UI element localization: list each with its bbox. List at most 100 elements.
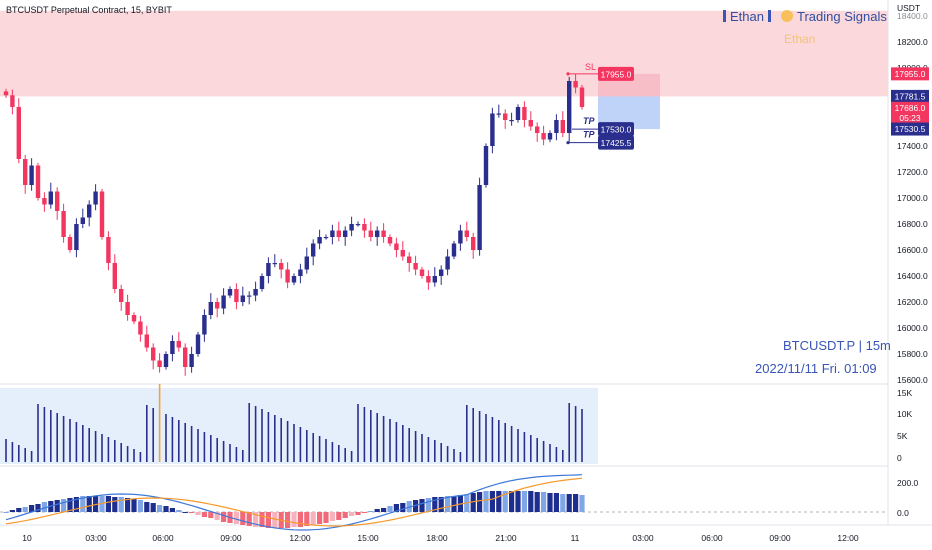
macd-histogram-bar	[413, 500, 419, 512]
candle-body	[298, 269, 303, 276]
candle-body	[29, 165, 34, 185]
macd-histogram-bar	[157, 505, 163, 512]
macd-histogram-bar	[425, 498, 431, 512]
candle-body	[221, 295, 226, 309]
candle-body	[336, 230, 341, 237]
candle-body	[67, 237, 73, 250]
macd-histogram-bar	[253, 512, 259, 527]
candle-body	[483, 146, 489, 185]
macd-histogram-bar	[233, 512, 239, 524]
candle-body	[16, 107, 21, 159]
symbol-timeframe-label: BTCUSDT.P | 15m	[783, 338, 891, 353]
time-tick-label: 12:00	[289, 533, 311, 543]
macd-histogram-bar	[419, 499, 425, 512]
candle-body	[106, 237, 111, 263]
candle-body	[272, 263, 277, 265]
axis-tp-tag: 17530.5	[895, 124, 926, 134]
macd-histogram-bar	[515, 491, 521, 512]
candle-body	[503, 113, 508, 120]
time-tick-label: 06:00	[152, 533, 174, 543]
time-tick-label: 15:00	[357, 533, 379, 543]
macd-histogram-bar	[201, 512, 207, 517]
brand-name: Ethan	[730, 9, 764, 24]
candle-body	[426, 276, 431, 283]
datetime-label: 2022/11/11 Fri. 01:09	[755, 361, 877, 376]
macd-histogram-bar	[489, 491, 495, 512]
macd-tick-label: 0.0	[897, 508, 909, 518]
candle-body	[266, 263, 271, 276]
candle-body	[183, 347, 188, 367]
macd-histogram-bar	[361, 512, 367, 513]
candle-body	[240, 295, 245, 302]
macd-histogram-bar	[534, 492, 540, 512]
time-tick-label: 03:00	[85, 533, 107, 543]
macd-histogram-bar	[240, 512, 246, 525]
macd-histogram-bar	[579, 495, 585, 512]
candle-body	[458, 230, 463, 244]
price-axis-currency: USDT	[897, 3, 920, 13]
macd-histogram-bar	[445, 496, 451, 512]
axis-tp-tag-bg	[891, 122, 929, 136]
candle-body	[381, 230, 386, 237]
macd-histogram-bar	[317, 512, 323, 524]
time-tick-label: 12:00	[837, 533, 859, 543]
price-tick-label: 16800.0	[897, 219, 928, 229]
macd-histogram-bar	[214, 512, 220, 520]
candle-body	[157, 360, 162, 367]
candle-body	[234, 289, 239, 302]
macd-histogram-bar	[566, 494, 572, 512]
macd-histogram-bar	[451, 496, 457, 512]
candle-body	[291, 276, 297, 283]
macd-histogram-bar	[189, 512, 195, 513]
tp1-price-tag-text: 17530.0	[601, 125, 632, 135]
candle-body	[87, 204, 92, 218]
candle-body	[471, 237, 476, 250]
candle-body	[496, 113, 501, 115]
macd-histogram-bar	[3, 512, 9, 513]
macd-histogram-bar	[272, 512, 278, 528]
macd-histogram-bar	[99, 496, 105, 512]
macd-histogram-bar	[137, 500, 143, 512]
macd-histogram-bar	[387, 506, 393, 512]
candle-body	[400, 250, 405, 257]
time-tick-label: 10	[22, 533, 32, 543]
macd-histogram-bar	[9, 510, 15, 512]
axis-entry-tag: 17781.5	[895, 91, 926, 101]
candle-body	[35, 165, 41, 198]
candle-body	[99, 191, 105, 237]
candle-body	[131, 315, 137, 322]
candle-body	[439, 269, 444, 276]
price-tick-label: 15600.0	[897, 375, 928, 385]
macd-histogram-bar	[400, 503, 406, 512]
signal-dot-icon	[780, 10, 793, 22]
candle-body	[567, 81, 572, 133]
candle-body	[227, 289, 233, 296]
candle-body	[163, 354, 169, 367]
candle-body	[208, 302, 213, 315]
candle-body	[323, 237, 329, 239]
time-tick-label: 09:00	[220, 533, 242, 543]
price-tick-label: 18200.0	[897, 37, 928, 47]
macd-histogram-bar	[112, 497, 118, 512]
candle-body	[74, 224, 79, 250]
time-tick-label: 03:00	[632, 533, 654, 543]
chart-title: BTCUSDT Perpetual Contract, 15, BYBIT	[6, 5, 172, 15]
candle-body	[387, 237, 393, 244]
macd-histogram-bar	[342, 512, 348, 518]
candle-body	[349, 224, 354, 231]
macd-histogram-bar	[483, 491, 489, 512]
macd-histogram-bar	[259, 512, 265, 527]
macd-histogram-bar	[22, 507, 28, 512]
macd-histogram-bar	[86, 496, 92, 512]
macd-histogram-bar	[406, 501, 412, 512]
candle-body	[119, 289, 124, 302]
candle-body	[170, 341, 175, 354]
macd-histogram-bar	[541, 492, 547, 512]
price-tick-label: 16000.0	[897, 323, 928, 333]
candle-body	[477, 185, 482, 250]
candle-body	[515, 107, 521, 120]
macd-histogram-bar	[310, 512, 316, 525]
brand-legend[interactable]: Ethan Trading Signals	[719, 9, 887, 24]
candle-body	[151, 347, 156, 361]
